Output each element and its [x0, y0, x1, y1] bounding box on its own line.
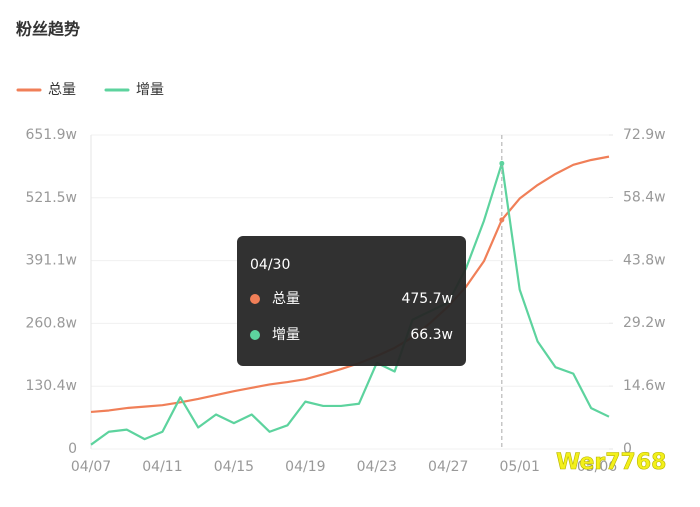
tooltip-value: 475.7w: [401, 291, 453, 307]
x-tick-label: 04/15: [214, 459, 254, 475]
tooltip-title: 04/30: [250, 257, 290, 273]
y2-tick-label: 0: [623, 441, 632, 457]
tooltip-dot: [250, 330, 260, 340]
tooltip-name: 增量: [272, 327, 300, 343]
x-tick-label: 05/01: [500, 459, 540, 475]
series-line: [90, 162, 610, 446]
y2-tick-label: 72.9w: [623, 127, 666, 143]
x-tick-label: 04/27: [428, 459, 468, 475]
y-tick-label: 521.5w: [25, 190, 77, 206]
tooltip-box: [237, 236, 466, 366]
watermark: Wer7768: [556, 450, 666, 475]
legend-label: 增量: [136, 82, 164, 98]
y2-tick-label: 58.4w: [623, 189, 666, 205]
x-tick-label: 04/19: [285, 459, 325, 475]
legend-label: 总量: [48, 82, 76, 98]
y-tick-label: 651.9w: [25, 127, 77, 143]
y2-tick-label: 29.2w: [623, 315, 666, 331]
y-tick-label: 391.1w: [25, 253, 77, 269]
tooltip-name: 总量: [272, 291, 300, 307]
tooltip-value: 66.3w: [410, 327, 453, 343]
hover-point: [499, 217, 505, 223]
x-tick-label: 05/06: [577, 459, 617, 475]
x-tick-label: 04/11: [142, 459, 182, 475]
x-tick-label: 04/07: [71, 459, 111, 475]
hover-point: [499, 160, 505, 166]
tooltip-dot: [250, 294, 260, 304]
y2-tick-label: 14.6w: [623, 378, 666, 394]
y-tick-label: 260.8w: [25, 315, 77, 331]
y2-tick-label: 43.8w: [623, 252, 666, 268]
x-tick-label: 04/23: [357, 459, 397, 475]
y-tick-label: 130.4w: [25, 378, 77, 394]
y-tick-label: 0: [68, 441, 77, 457]
chart-title: 粉丝趋势: [16, 20, 80, 39]
